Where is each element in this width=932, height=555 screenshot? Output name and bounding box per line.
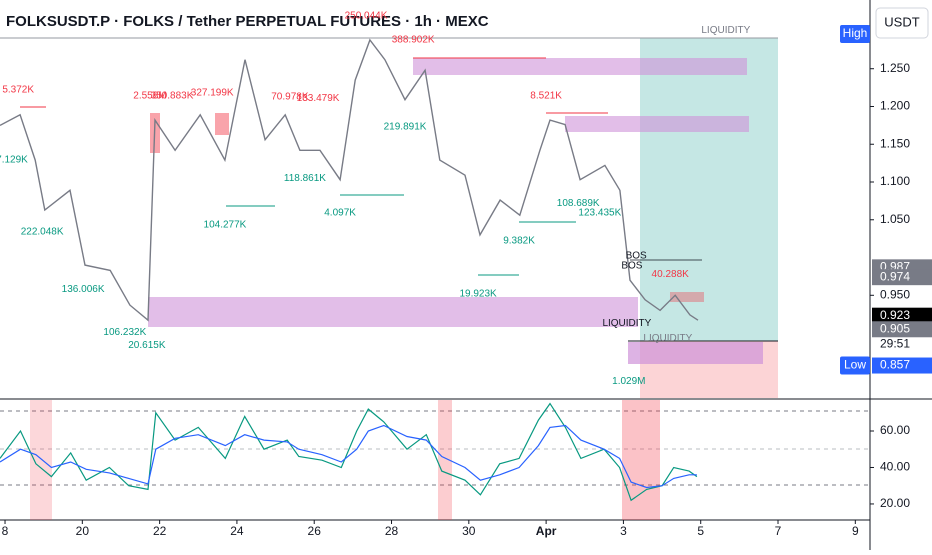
annotation: 222.048K (21, 226, 64, 237)
series-line (0, 402, 698, 502)
price-tag-label: 0.905 (880, 321, 910, 335)
annotation: LIQUIDITY (602, 318, 651, 329)
x-tick-label: 26 (308, 524, 322, 538)
annotation: 19.923K (459, 288, 497, 299)
annotation: 388.902K (392, 35, 435, 46)
annotation: 8.521K (530, 91, 562, 102)
x-tick-label: 9 (852, 524, 859, 538)
low-label: Low (844, 358, 866, 372)
series-line (0, 38, 699, 322)
supply-box (670, 292, 704, 302)
x-tick-label: 20 (76, 524, 90, 538)
annotation: 108.689K (557, 198, 600, 209)
annotation: 350.883K (151, 91, 194, 102)
annotation: 327.199K (191, 88, 234, 99)
price-tag (872, 357, 932, 374)
annotation: 4.097K (324, 208, 356, 219)
y-tick-label: 1.050 (880, 212, 910, 226)
supply-box (215, 113, 229, 135)
annotation: 70.978K (271, 91, 309, 102)
x-tick-label: 3 (620, 524, 627, 538)
order-block (148, 297, 638, 327)
price-tag (872, 307, 932, 324)
price-tag (872, 269, 932, 286)
x-tick-label: 24 (230, 524, 244, 538)
price-tag-label: 0.923 (880, 308, 910, 322)
annotation: 118.861K (284, 173, 326, 184)
annotation: 136.006K (62, 284, 105, 295)
annotation: 104.277K (204, 220, 247, 231)
rsi-highlight (438, 400, 452, 520)
annotation: BOS (621, 260, 642, 271)
price-tag-label: 0.857 (880, 358, 910, 372)
annotation: LIQUIDITY (643, 333, 692, 344)
x-tick-label: 5 (697, 524, 704, 538)
y-tick-label: 40.00 (880, 460, 910, 474)
annotation: 133.479K (297, 93, 340, 104)
low-tag (840, 356, 870, 375)
x-tick-label: Apr (536, 524, 557, 538)
order-block (413, 58, 747, 75)
annotation: 5.372K (2, 85, 34, 96)
annotation: LIQUIDITY (701, 25, 750, 36)
rsi-highlight (30, 400, 52, 520)
annotation: 20.615K (128, 340, 166, 351)
annotation: 2.558M (133, 91, 166, 102)
x-tick-label: 22 (153, 524, 167, 538)
annotation: 1.029M (612, 376, 645, 387)
annotation: 219.891K (384, 122, 427, 133)
annotation: 9.382K (503, 236, 535, 247)
annotation: 106.232K (103, 327, 146, 338)
currency[interactable]: USDT (884, 14, 919, 29)
price-tag (872, 321, 932, 338)
annotation: 123.435K (578, 208, 621, 219)
order-block (628, 342, 763, 364)
target-zone (640, 38, 778, 341)
annotation: 40.288K (652, 269, 690, 280)
high-label: High (843, 26, 868, 40)
currency-button[interactable] (875, 7, 929, 39)
y-tick-label: 0.950 (880, 287, 910, 301)
y-tick-label: 1.150 (880, 136, 910, 150)
x-tick-label: 30 (462, 524, 476, 538)
order-block (565, 116, 749, 132)
price-tag-label: 0.974 (880, 269, 910, 283)
series-line (0, 424, 697, 489)
y-tick-label: 1.200 (880, 99, 910, 113)
countdown: 29:51 (880, 336, 910, 350)
x-tick-label: 28 (385, 524, 399, 538)
y-tick-label: 60.00 (880, 423, 910, 437)
y-tick-label: 1.100 (880, 174, 910, 188)
annotation: BOS (626, 251, 647, 262)
x-tick-label: 8 (2, 524, 9, 538)
annotation: 7.129K (0, 155, 28, 166)
y-tick-label: 20.00 (880, 496, 910, 510)
chart-title: FOLKSUSDT.P · FOLKS / Tether PERPETUAL F… (6, 13, 489, 30)
y-tick-label: 1.250 (880, 61, 910, 75)
x-tick-label: 7 (775, 524, 782, 538)
high-tag (840, 25, 870, 43)
rsi-highlight (622, 400, 660, 520)
annotation: 250.044K (345, 11, 388, 22)
